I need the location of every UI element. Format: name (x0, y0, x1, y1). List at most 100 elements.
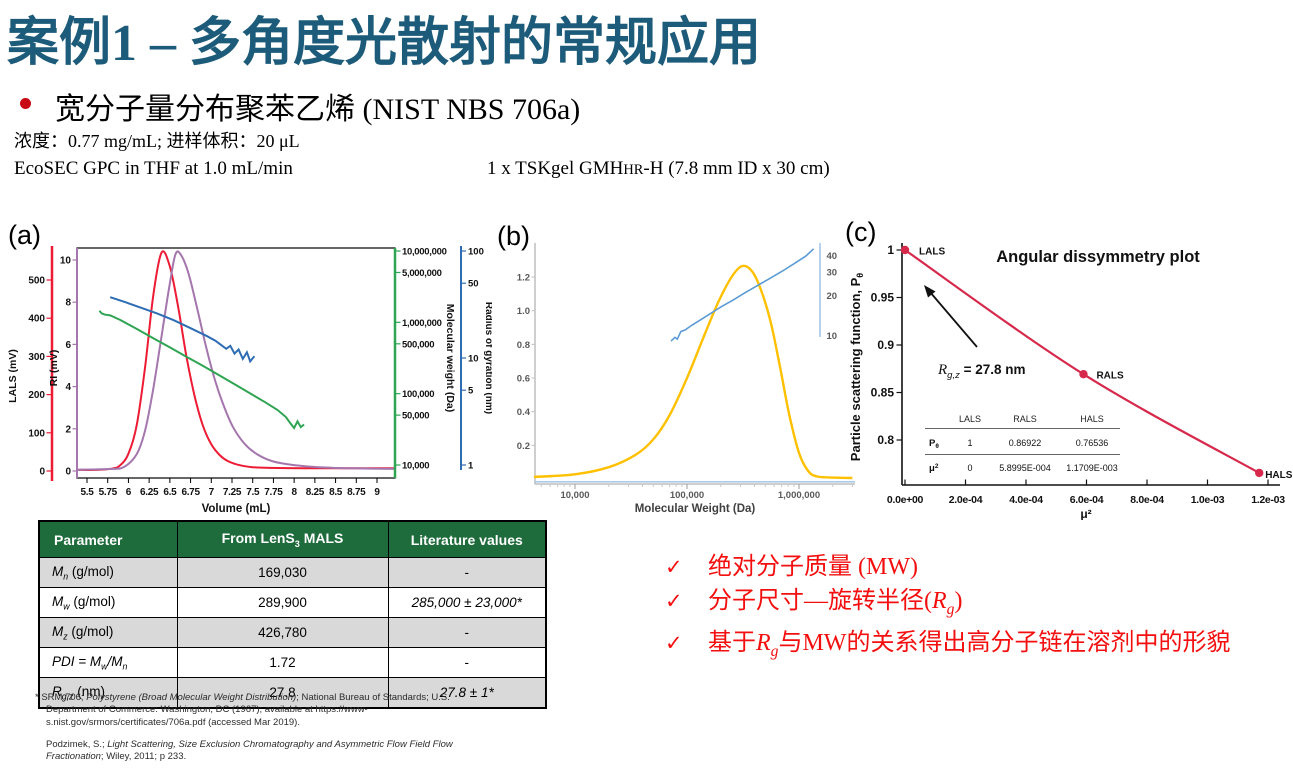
chart-text: 100,000 (670, 490, 704, 501)
results-table: Parameter From LenS3 MALS Literature value… (38, 520, 547, 709)
chart-c-tag: (c) (845, 217, 877, 247)
chart-text: 1.0e-03 (1191, 494, 1225, 506)
key-point-item: ✓ 绝对分子质量 (MW) (665, 554, 1230, 581)
chart-text: 8 (65, 298, 71, 309)
chart-text: 500,000 (402, 339, 434, 350)
chart-text: 0.85 (871, 386, 895, 400)
inset-value: 0.86922 (1009, 438, 1042, 448)
inset-value: 1.1709E-003 (1066, 463, 1118, 473)
chart-text: 30 (827, 268, 838, 279)
chart-text: 7 (209, 487, 215, 498)
results-table-grid: Parameter From LenS3 MALS Literature value… (38, 520, 547, 709)
chart-text: 0 (39, 467, 45, 478)
chart-text: 6 (65, 340, 71, 351)
chart-text: 1,000,000 (402, 318, 442, 329)
chart-text: 5 (468, 386, 474, 397)
annotation-arrow (929, 291, 978, 348)
table-row: Mz (g/mol) 426,780- (38, 617, 547, 648)
chart-text: 10,000 (402, 460, 429, 471)
checkmark-icon: ✓ (665, 589, 683, 613)
mw-axis-label: Molecular weight (Da) (444, 304, 456, 413)
rgz-annotation: Rg,z = 27.8 nm (937, 362, 1026, 381)
chart-text: 100,000 (402, 389, 434, 400)
chart-c-ylabel: Particle scattering function, Pθ (848, 273, 865, 462)
inset-header: RALS (1013, 414, 1037, 424)
column-text-pre: 1 x TSKgel GMH (487, 158, 624, 179)
chart-text: 7.75 (264, 487, 283, 498)
literature-value-cell: - (387, 617, 547, 648)
inset-value: 0 (967, 463, 972, 473)
ri-axis-label: RI (mV) (48, 350, 60, 387)
chart-text: 200 (28, 390, 45, 401)
radius-of-gyration-curve (109, 296, 256, 364)
column-text-smallcap: HR (623, 162, 644, 178)
mals-value-cell: 27.8 (176, 677, 389, 709)
key-point-item: ✓ 分子尺寸—旋转半径(Rg) (665, 588, 1230, 623)
key-point-item: ✓ 基于Rg与MW的关系得出高分子链在溶剂中的形貌 (665, 630, 1230, 665)
chart-text: 0.8 (877, 433, 894, 447)
chart-a-tag: (a) (8, 220, 41, 250)
sample-bullet-row: 宽分子量分布聚苯乙烯 (NIST NBS 706a) (20, 84, 580, 128)
arrow-head-icon (924, 285, 936, 298)
chart-text: 2.0e-04 (949, 494, 983, 506)
chart-text: 8.75 (347, 487, 366, 498)
chart-text: 1.2e-03 (1251, 494, 1285, 506)
chart-text: 1 (887, 243, 894, 257)
lals-axis-label: LALS (mV) (7, 349, 19, 403)
angular-dissymmetry-chart: Angular dissymmetry plot Particle scatter… (840, 215, 1293, 521)
chart-b-tag: (b) (497, 221, 530, 251)
param-cell: PDI = Mw/Mn (38, 647, 178, 678)
chart-text: 0.8 (517, 340, 530, 351)
chart-text: 50,000 (402, 411, 429, 422)
chart-text: 0.0e+00 (887, 494, 924, 506)
data-point-rals (1079, 370, 1088, 379)
chart-a-xlabel: Volume (mL) (202, 503, 271, 515)
method-text: EcoSEC GPC in THF at 1.0 mL/min (14, 158, 293, 179)
inset-row-label: Pθ (929, 438, 939, 450)
plot-area (77, 248, 395, 478)
chart-text: 10 (60, 256, 72, 267)
literature-value-cell: - (387, 647, 547, 678)
inset-header: LALS (959, 414, 981, 424)
chart-text: 4 (65, 382, 71, 393)
chart-text: 6 (126, 487, 132, 498)
chart-text: 10 (468, 354, 479, 365)
param-cell: Mn (g/mol) (38, 557, 178, 588)
chart-text: 5.5 (80, 487, 94, 498)
footnotes: * SRM 706; Polystyrene (Broad Molecular … (35, 692, 477, 774)
bullet-dot-icon (20, 98, 31, 109)
chart-text: 40 (827, 251, 838, 262)
chart-text: 4.0e-04 (1009, 494, 1043, 506)
table-row: Mn (g/mol) 169,030- (38, 557, 547, 588)
inset-row-label: μ2 (929, 463, 939, 474)
sample-name: 宽分子量分布聚苯乙烯 (NIST NBS 706a) (55, 93, 581, 126)
conditions-text: 浓度：0.77 mg/mL; 进样体积：20 μL (14, 131, 300, 151)
chart-text: 10,000,000 (402, 247, 447, 258)
chart-text: 5.75 (99, 487, 118, 498)
literature-value-cell: - (387, 557, 547, 588)
chart-text: 8.5 (329, 487, 343, 498)
mw-distribution-chart: 0.2 0.4 0.6 0.8 1.0 1.2 10,000 100,000 1,000,000… (492, 218, 860, 518)
inset-value: 0.76536 (1076, 438, 1109, 448)
param-cell: Mw (g/mol) (38, 587, 178, 618)
chart-c-title: Angular dissymmetry plot (996, 248, 1200, 266)
data-point-hals (1255, 468, 1264, 478)
table-row: PDI = Mw/Mn 1.72- (38, 647, 547, 678)
param-cell: Mz (g/mol) (38, 617, 178, 648)
chromatogram-chart: 0 100 200 300 400 500 LALS (mV) 0 2 4 6 8 10 RI (mV) 1… (0, 218, 494, 518)
chart-b-xlabel: Molecular Weight (Da) (635, 503, 756, 515)
chart-text: 10 (827, 331, 838, 342)
chart-text: 8 (292, 487, 298, 498)
point-label-lals: LALS (919, 247, 945, 258)
chart-text: 0.2 (517, 441, 530, 452)
chart-text: 0.4 (517, 407, 531, 418)
chart-text: 100 (28, 428, 45, 439)
chart-text: 6.5 (163, 487, 177, 498)
conformation-line (670, 248, 815, 342)
key-point-text: 分子尺寸—旋转半径(Rg) (708, 588, 963, 618)
chart-text: 0.6 (517, 374, 530, 385)
chart-text: 2 (65, 424, 71, 435)
ri-curve (77, 250, 395, 471)
chart-text: 50 (468, 279, 479, 290)
chart-c-xlabel: μ² (1080, 507, 1091, 520)
